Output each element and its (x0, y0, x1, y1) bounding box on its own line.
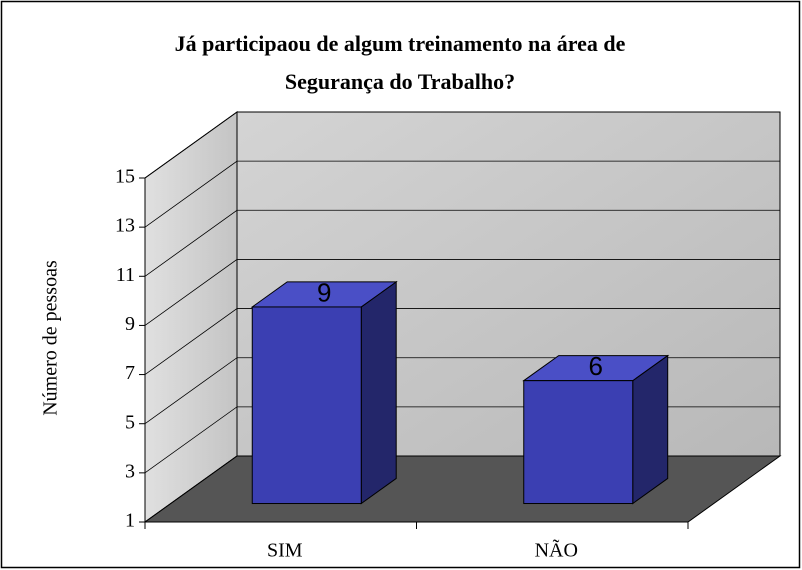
grid-line (144, 111, 780, 179)
data-label: 9 (317, 277, 331, 307)
bar-front (251, 306, 362, 505)
y-tick-label: 5 (125, 411, 135, 433)
grid-line (144, 308, 780, 375)
bar-side (360, 280, 397, 505)
bar (250, 280, 398, 505)
bar-front (523, 380, 634, 505)
bar (522, 354, 670, 505)
y-tick-label: 13 (115, 215, 135, 237)
floor (143, 455, 782, 523)
side-wall (144, 111, 238, 523)
grid-line (144, 160, 780, 228)
chart-title: Segurança do Trabalho? (285, 69, 515, 94)
data-label: 6 (588, 351, 602, 381)
y-tick-label: 3 (125, 460, 135, 482)
x-tick-label: NÃO (535, 538, 578, 562)
y-tick-label: 15 (115, 166, 135, 188)
x-tick-label: SIM (267, 540, 303, 562)
chart-title: Já participaou de algum treinamento na á… (175, 31, 626, 56)
y-tick-label: 1 (125, 510, 135, 532)
y-axis-label: Número de pessoas (40, 260, 62, 416)
y-tick-label: 11 (116, 264, 135, 286)
bar-side (632, 354, 669, 505)
y-tick-label: 9 (125, 313, 135, 335)
grid-line (144, 259, 780, 326)
grid-line (144, 209, 780, 277)
y-tick-label: 7 (125, 362, 135, 384)
